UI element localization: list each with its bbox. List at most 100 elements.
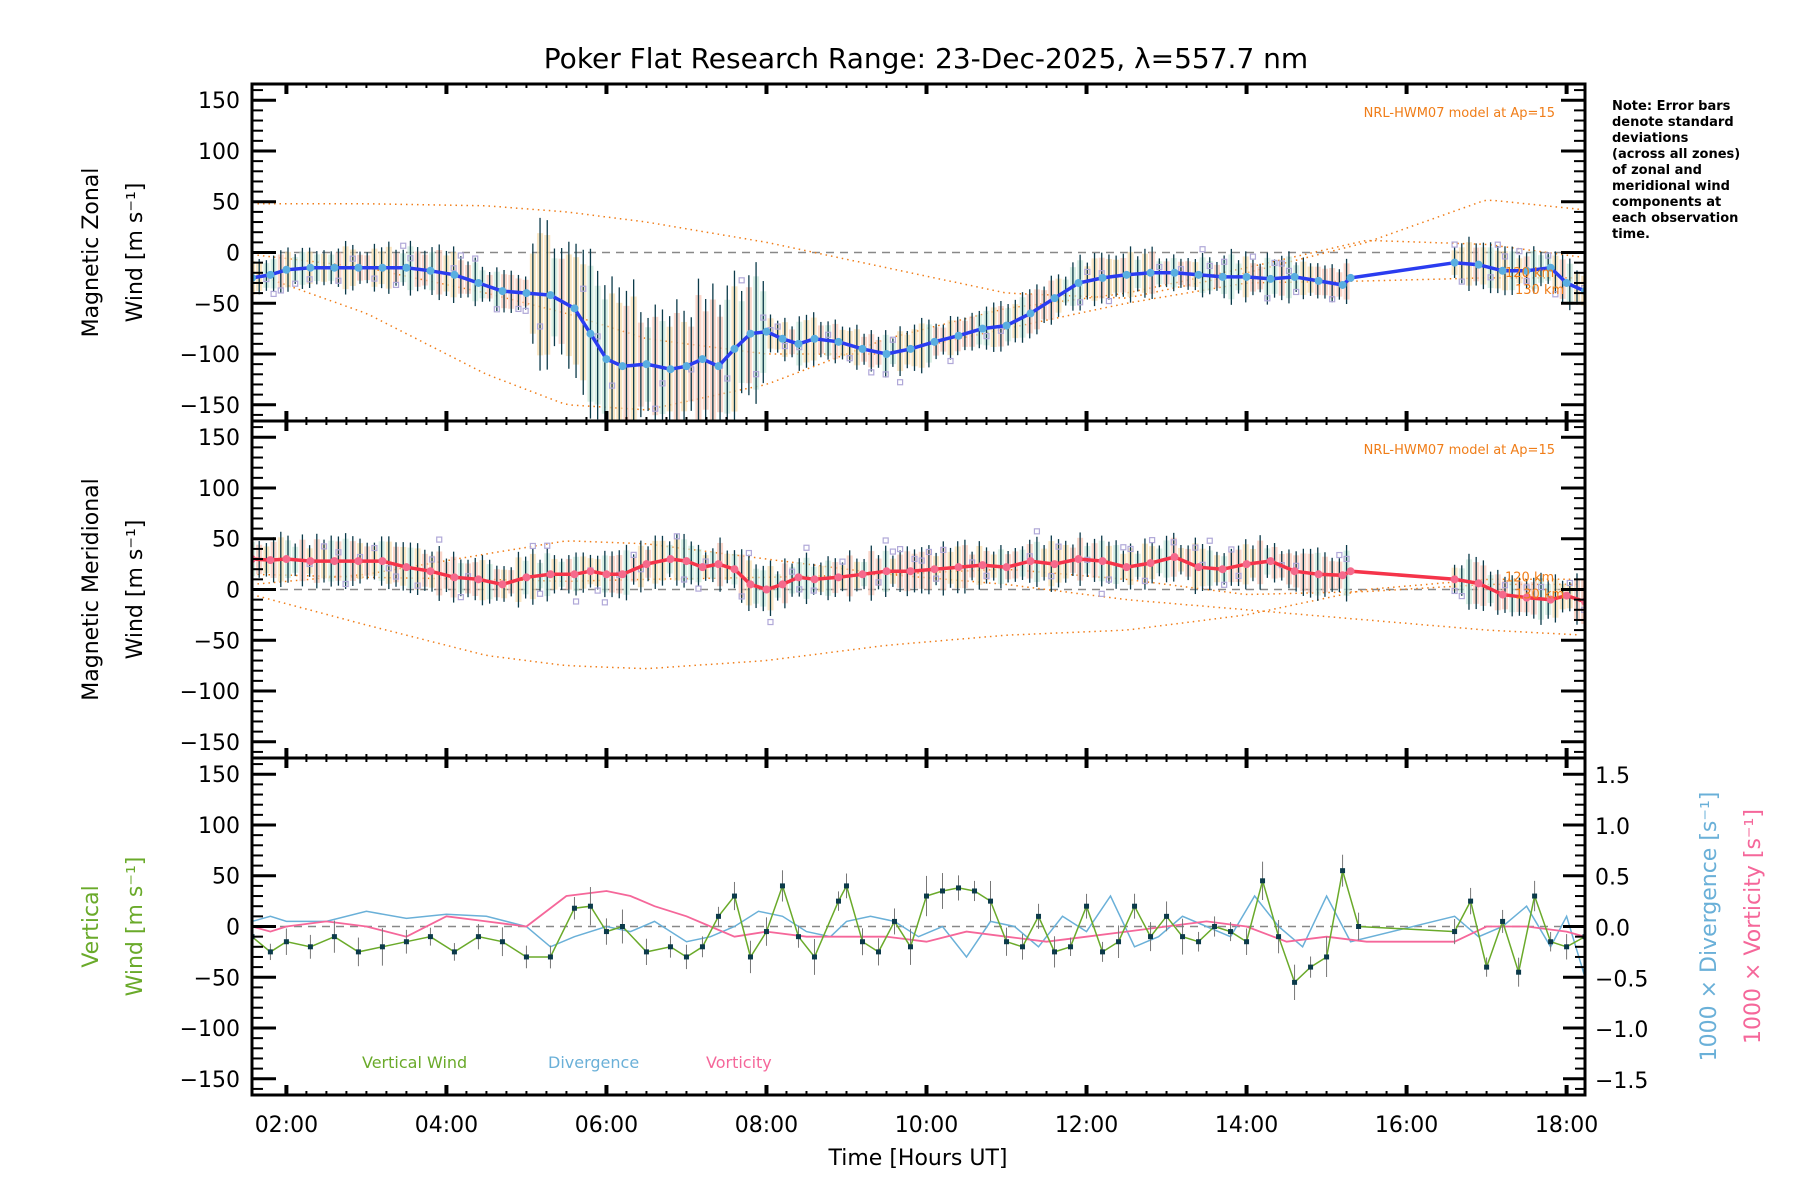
vertical-wind-point [859,939,865,945]
meridional-wind-point [682,557,691,566]
zonal-wind-point [402,263,411,272]
vertical-wind-point [1452,929,1458,935]
vertical-wind-point [988,898,994,904]
zone-point [889,336,896,343]
meridional-wind-point [450,573,459,582]
meridional-wind-point [1346,567,1355,576]
zonal-wind-point [1098,273,1107,282]
y-tick-label: 100 [198,814,240,839]
vertical-wind-point [763,929,769,935]
vertical-wind-point [1020,944,1026,950]
zone-point [745,549,752,557]
zone-point [572,598,580,605]
vertical-wind-point [547,954,553,960]
meridional-wind-point [730,565,739,574]
y-tick-label: −150 [180,731,240,756]
zonal-wind-point [522,289,531,298]
zone-point [1271,259,1278,267]
meridional-wind-point [1026,557,1035,566]
zone-point [1228,546,1235,553]
note-line: time. [1612,227,1650,242]
zone-point [1501,582,1509,589]
meridional-wind-point [954,563,963,572]
zonal-wind-point [1338,280,1347,289]
zone-point [724,375,731,382]
meridional-wind-point [778,580,787,589]
vertical-wind-point [1340,868,1346,874]
zone-point [1552,291,1559,298]
meridional-wind-point [1562,591,1571,600]
x-tick-label: 10:00 [895,1113,958,1138]
zone-point [1221,258,1228,265]
zonal-wind-point [1346,273,1355,282]
meridional-wind-point [834,573,843,582]
note-line: meridional wind [1612,179,1730,194]
plot-area-vertical [252,854,1585,1000]
meridional-wind-point [1146,559,1155,568]
note-line: (across all zones) [1612,147,1740,162]
zone-point [392,573,400,580]
meridional-wind-point [570,570,579,579]
vertical-wind-point [1356,924,1362,929]
zone-point [781,342,788,350]
zonal-wind-point [810,334,819,343]
legend-item: Vertical Wind [362,1053,467,1072]
vertical-wind-point [643,949,649,955]
zone-point [472,255,479,262]
zone-point [457,252,464,259]
y-tick-label: 0 [226,579,240,604]
vertical-wind-point [1116,939,1122,945]
zonal-wind-point [1002,321,1011,330]
zonal-wind-point [794,339,803,348]
right-tick-label: 1.0 [1595,815,1630,840]
y-axis-label-line2: Wind [m s⁻¹] [123,520,148,660]
zone-point [1545,252,1552,259]
zone-point [270,290,277,298]
meridional-wind-point [1122,563,1131,572]
vertical-wind-point [283,939,289,945]
zonal-wind-point [426,266,435,275]
meridional-wind-point [1050,560,1059,569]
right-tick-label: −0.5 [1595,967,1648,992]
plot-area-zonal [252,199,1585,421]
zone-point [1206,262,1213,270]
vertical-wind-point [1212,924,1218,929]
y-tick-label: −50 [194,966,240,991]
x-tick-label: 08:00 [735,1113,798,1138]
zone-point [1170,539,1177,546]
zonal-wind-point [586,329,595,338]
zone-point [659,380,666,387]
vertical-wind-point [1532,893,1538,899]
zone-point [695,585,702,592]
panel-zonal: NRL-HWM07 model at Ap=15 120 km 130 km 150 1… [79,82,1587,423]
zone-point [1156,263,1163,271]
vertical-wind-point [1500,918,1506,924]
vertical-wind-point [1100,949,1106,955]
vertical-wind-point [811,954,817,960]
zone-point [544,542,551,549]
zone-point [1458,278,1465,285]
vertical-wind-point [1084,903,1090,909]
zone-point [320,543,328,550]
zonal-wind-point [546,291,555,300]
zonal-wind-point [1474,260,1483,269]
vertical-wind-point [715,913,721,919]
zonal-wind-point [882,350,891,359]
meridional-wind-point [498,580,507,589]
model-altitude-label: 130 km [1515,587,1564,602]
zonal-wind-point [1218,272,1227,281]
zone-point [371,544,378,552]
zonal-wind-point [930,337,939,346]
vertical-wind-point [571,905,577,911]
meridional-wind-point [618,570,627,579]
x-tick-label: 14:00 [1215,1113,1278,1138]
zone-point [796,586,803,593]
vertical-wind-point [835,898,841,904]
zone-point [1487,274,1494,281]
zonal-wind-point [642,360,651,369]
vertical-wind-point [1308,964,1314,970]
y-tick-label: 100 [198,140,240,165]
vertical-wind-point [1324,954,1330,960]
x-tick-label: 18:00 [1535,1113,1598,1138]
zone-point [803,544,810,551]
